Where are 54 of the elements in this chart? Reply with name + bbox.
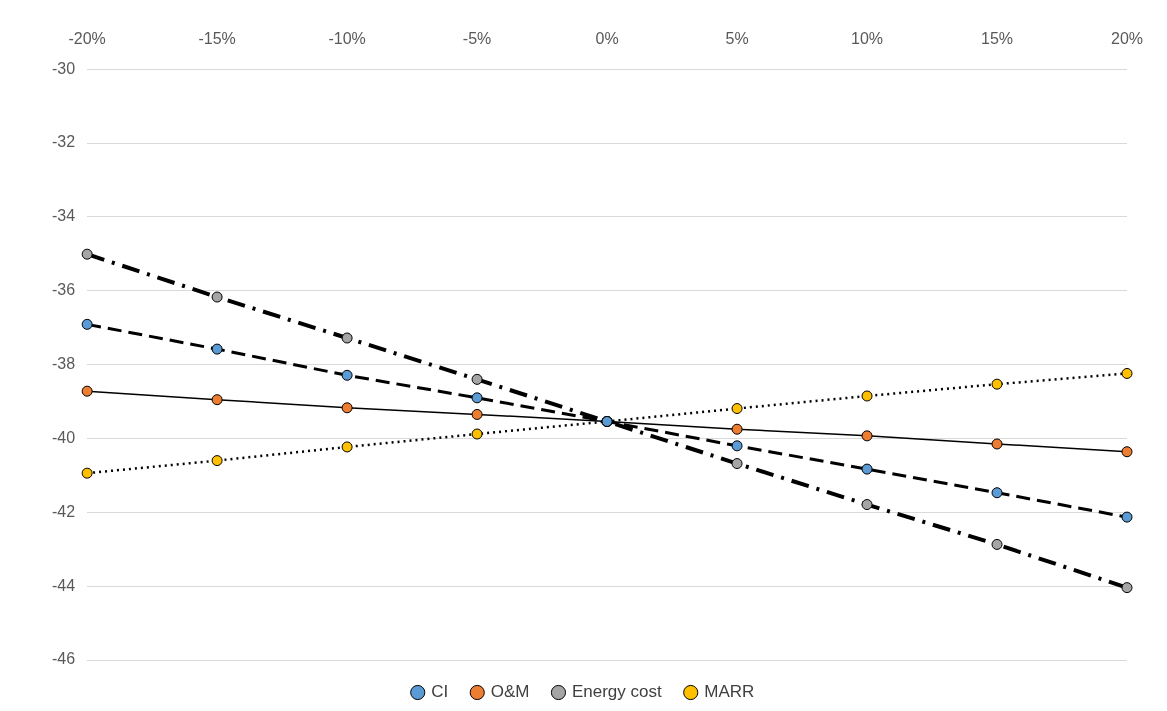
point bbox=[471, 408, 483, 420]
point bbox=[1121, 511, 1133, 523]
point bbox=[81, 318, 93, 330]
point bbox=[471, 428, 483, 440]
point bbox=[1121, 367, 1133, 379]
y-tick-label: -40 bbox=[52, 428, 76, 446]
point bbox=[861, 390, 873, 402]
point bbox=[341, 441, 353, 453]
point bbox=[731, 423, 743, 435]
point bbox=[211, 455, 223, 467]
legend-label: Energy cost bbox=[571, 682, 662, 702]
point bbox=[341, 332, 353, 344]
point bbox=[731, 403, 743, 415]
point bbox=[991, 487, 1003, 499]
point bbox=[731, 440, 743, 452]
y-tick-label: -38 bbox=[52, 355, 76, 373]
point bbox=[211, 343, 223, 355]
x-tick-label: 20% bbox=[1110, 30, 1144, 48]
point bbox=[1121, 446, 1133, 458]
point bbox=[1121, 582, 1133, 594]
point bbox=[991, 378, 1003, 390]
y-tick-label: -46 bbox=[52, 650, 76, 668]
point bbox=[991, 438, 1003, 450]
point bbox=[861, 463, 873, 475]
y-tick-label: -36 bbox=[52, 281, 76, 299]
point bbox=[991, 538, 1003, 550]
point bbox=[211, 394, 223, 406]
x-tick-label: 5% bbox=[725, 30, 749, 48]
x-tick-label: -5% bbox=[462, 30, 492, 48]
y-tick-label: -34 bbox=[52, 207, 76, 225]
point bbox=[341, 402, 353, 414]
point bbox=[861, 430, 873, 442]
point bbox=[81, 467, 93, 479]
x-tick-label: 15% bbox=[981, 30, 1014, 48]
legend-label: O&M bbox=[490, 682, 530, 702]
point bbox=[471, 373, 483, 385]
point bbox=[81, 248, 93, 260]
x-tick-label: 0% bbox=[595, 30, 619, 48]
y-tick-label: -42 bbox=[52, 502, 76, 520]
point bbox=[81, 385, 93, 397]
x-tick-label: -20% bbox=[68, 30, 106, 48]
point bbox=[471, 392, 483, 404]
legend-label: MARR bbox=[704, 682, 755, 702]
y-tick-label: -30 bbox=[52, 59, 76, 77]
y-tick-label: -32 bbox=[52, 133, 76, 151]
x-tick-label: -10% bbox=[328, 30, 366, 48]
point bbox=[731, 458, 743, 470]
x-tick-label: -15% bbox=[198, 30, 236, 48]
y-tick-label: -44 bbox=[52, 576, 76, 594]
point bbox=[341, 369, 353, 381]
x-tick-label: 10% bbox=[851, 30, 884, 48]
legend-label: CI bbox=[431, 682, 449, 702]
point bbox=[211, 291, 223, 303]
point bbox=[861, 499, 873, 511]
